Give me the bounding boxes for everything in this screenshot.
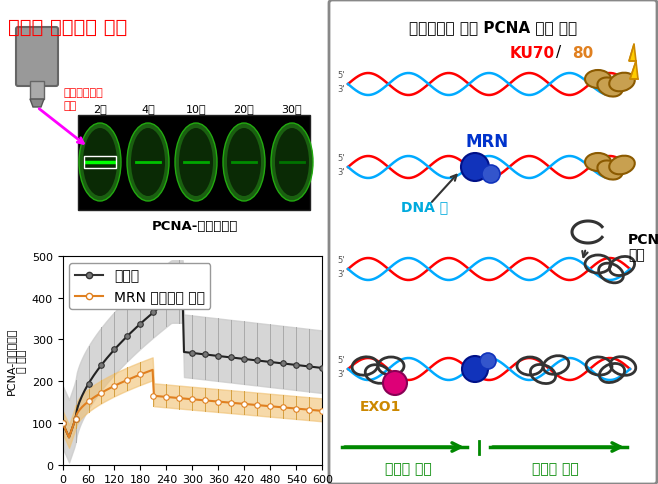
Ellipse shape <box>609 156 635 175</box>
Text: 3': 3' <box>338 85 345 94</box>
Ellipse shape <box>275 129 309 197</box>
Circle shape <box>480 353 496 369</box>
Text: 3': 3' <box>338 369 345 378</box>
Text: 유도: 유도 <box>63 101 76 111</box>
Text: 단거리 절제: 단거리 절제 <box>532 461 578 475</box>
Text: 3': 3' <box>338 167 345 177</box>
Circle shape <box>383 371 407 395</box>
FancyBboxPatch shape <box>16 28 58 87</box>
Text: 3': 3' <box>338 270 345 278</box>
Text: MRN: MRN <box>465 133 509 151</box>
Text: KU70: KU70 <box>510 45 555 60</box>
Ellipse shape <box>83 129 117 197</box>
Polygon shape <box>30 100 44 108</box>
Circle shape <box>461 154 489 182</box>
Text: 장거리 절제: 장거리 절제 <box>385 461 432 475</box>
Text: EXO1: EXO1 <box>359 399 401 413</box>
Circle shape <box>482 166 500 183</box>
Ellipse shape <box>175 124 217 201</box>
Text: PCNA-형광단백질: PCNA-형광단백질 <box>152 220 238 232</box>
Text: 2분: 2분 <box>93 104 107 114</box>
Y-axis label: PCNA-형광단백질
내 신호: PCNA-형광단백질 내 신호 <box>6 327 28 394</box>
Ellipse shape <box>271 124 313 201</box>
Text: DNA 틈: DNA 틈 <box>401 199 449 213</box>
Ellipse shape <box>597 161 622 180</box>
Legend: 대조군, MRN 저해약물 처리: 대조군, MRN 저해약물 처리 <box>70 263 211 309</box>
Ellipse shape <box>79 124 121 201</box>
Polygon shape <box>629 45 638 80</box>
Bar <box>30 82 44 100</box>
Text: 로딩: 로딩 <box>628 247 645 261</box>
Ellipse shape <box>127 124 169 201</box>
Circle shape <box>462 356 488 382</box>
Text: 80: 80 <box>572 45 594 60</box>
FancyBboxPatch shape <box>329 1 657 484</box>
Text: 5': 5' <box>338 256 345 264</box>
Text: 이중나선절단: 이중나선절단 <box>63 88 103 98</box>
Ellipse shape <box>609 74 635 92</box>
Ellipse shape <box>131 129 165 197</box>
Text: 10분: 10분 <box>186 104 207 114</box>
Text: 5': 5' <box>338 355 345 364</box>
Text: 20분: 20분 <box>234 104 255 114</box>
Text: 5': 5' <box>338 71 345 80</box>
Text: 4분: 4분 <box>141 104 155 114</box>
Text: 30분: 30분 <box>282 104 302 114</box>
Ellipse shape <box>585 71 611 89</box>
Ellipse shape <box>585 154 611 172</box>
Ellipse shape <box>597 78 622 97</box>
Ellipse shape <box>179 129 213 197</box>
Bar <box>84 157 116 168</box>
Ellipse shape <box>227 129 261 197</box>
Text: 5': 5' <box>338 154 345 163</box>
Text: 레이저 미세주사 실험: 레이저 미세주사 실험 <box>8 18 127 37</box>
Bar <box>78 116 310 211</box>
Text: /: / <box>556 45 561 60</box>
Text: 상동재조합 초기 PCNA 조절 규명: 상동재조합 초기 PCNA 조절 규명 <box>409 20 577 35</box>
Text: PCNA: PCNA <box>628 232 658 246</box>
Ellipse shape <box>223 124 265 201</box>
